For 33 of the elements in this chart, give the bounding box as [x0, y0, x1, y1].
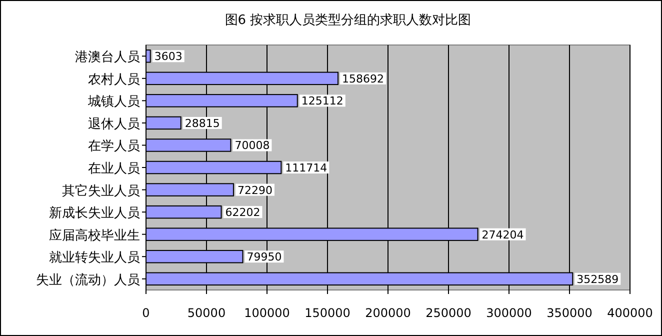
data-label: 79950 [246, 250, 282, 264]
data-label: 3603 [154, 50, 182, 64]
y-tick-label: 应届高校毕业生 [49, 227, 140, 244]
y-tick-label: 农村人员 [88, 72, 140, 88]
y-tick-label: 就业转失业人员 [49, 250, 140, 266]
x-tick-label: 300000 [486, 306, 532, 320]
y-tick-label: 在业人员 [88, 162, 140, 176]
chart-title: 图6 按求职人员类型分组的求职人数对比图 [224, 13, 472, 28]
x-tick-label: 50000 [187, 306, 226, 320]
x-tick-label: 250000 [426, 306, 472, 320]
y-tick-label: 新成长失业人员 [49, 206, 140, 222]
y-tick-label: 失业（流动）人员 [36, 272, 140, 288]
y-tick-label: 港澳台人员 [75, 50, 140, 66]
data-label: 111714 [285, 162, 328, 174]
x-tick-label: 200000 [365, 306, 411, 320]
y-tick-label: 在学人员 [88, 139, 140, 154]
x-tick-label: 400000 [607, 306, 653, 320]
y-tick-label: 城镇人员 [87, 94, 140, 110]
data-label: 352589 [576, 272, 619, 286]
data-label: 70008 [234, 139, 270, 152]
y-tick-label: 退休人员 [88, 116, 140, 132]
data-label: 125112 [301, 94, 344, 108]
data-label: 28815 [184, 116, 220, 130]
x-tick-label: 150000 [304, 306, 350, 320]
x-tick-label: 100000 [244, 306, 290, 320]
x-tick-label: 0 [142, 306, 150, 320]
x-tick-label: 350000 [546, 306, 592, 320]
data-label: 158692 [342, 72, 384, 86]
bar [146, 116, 182, 130]
y-tick-label: 其它失业人员 [62, 182, 140, 199]
data-label: 72290 [237, 184, 272, 197]
data-label: 62202 [225, 206, 260, 220]
data-label: 274204 [482, 228, 524, 242]
